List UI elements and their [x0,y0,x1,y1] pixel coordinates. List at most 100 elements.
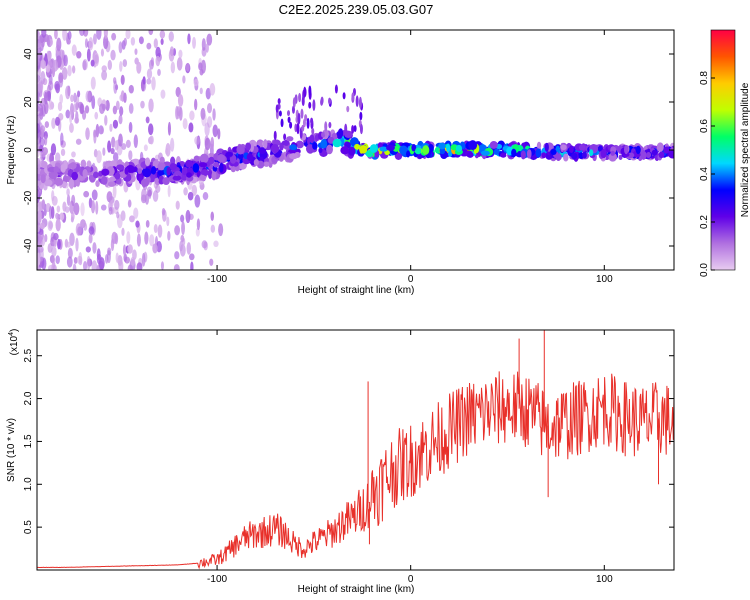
spectrogram-ridge-blob [338,128,344,138]
spectrogram-noise-blob [210,224,216,233]
spectrogram-ridge-blob [468,140,478,151]
spectrogram-noise-blob [85,246,91,253]
spectrogram-noise-blob [118,114,123,125]
spectrogram-noise-blob [193,78,199,87]
spectrogram-noise-blob [200,107,206,120]
spectrogram-ridge-blob [80,159,87,169]
spectrogram-arc-blob [292,97,296,108]
spectrogram-ridge-blob [193,155,200,162]
spectrogram-noise-blob [136,262,143,270]
spectrogram-noise-blob [201,38,206,51]
spectrogram-noise-blob [66,194,71,206]
spectrogram-ridge-blob [289,144,297,151]
spectrogram-noise-blob [51,246,57,257]
spectrogram-noise-blob [130,36,136,46]
spectrogram-noise-blob [63,54,68,67]
spectrogram-noise-blob [113,80,118,94]
spectrogram-ridge-blob [208,156,215,165]
spectrogram-noise-blob [153,224,158,234]
spectrogram-ridge-blob [544,142,549,152]
spectrogram-noise-blob [134,48,138,55]
spectrogram-ridge-blob [422,145,430,155]
spectrogram-ridge-blob [312,142,318,150]
colorbar-gradient [711,30,735,270]
spectrogram-noise-blob [71,65,76,74]
spectrogram-ridge-blob [43,179,53,187]
spectrogram-noise-blob [79,30,85,37]
spectrogram-noise-blob [72,263,77,270]
spectrogram-ridge-blob [466,151,474,158]
spectrogram-noise-blob [70,94,74,103]
spectrogram-noise-blob [181,221,185,236]
spectrogram-ridge-blob [116,164,125,171]
spectrogram-noise-blob [122,59,128,68]
spectrogram-arc-blob [296,122,300,135]
spectrogram-noise-blob [121,143,127,150]
spectrogram-ridge-blob [263,161,270,167]
spectrogram-noise-blob [118,41,123,54]
spectrogram-noise-blob [122,244,127,256]
spectrogram-arc-blob [344,123,348,135]
spectrogram-noise-blob [146,42,152,50]
spectrogram-noise-blob [194,194,201,208]
spectrogram-ridge-blob [286,136,294,142]
spectrogram-noise-blob [37,225,41,233]
snr-x-tick-label: 100 [596,574,613,585]
spectrogram-noise-blob [199,87,203,95]
spectrogram-ridge-blob [281,140,290,146]
spectrogram-arc-blob [310,117,314,125]
spectrogram-noise-blob [75,138,82,145]
spectrogram-noise-blob [56,205,61,213]
snr-y-tick-label: 1.0 [23,477,34,491]
spectrogram-arc-blob [328,121,332,129]
spectrogram-noise-blob [112,119,119,129]
spectrogram-ridge-blob [108,176,117,182]
spectrogram-ridge-blob [213,161,220,168]
spectrogram-noise-blob [90,59,95,67]
spectrogram-noise-blob [96,264,100,270]
spectrogram-noise-blob [118,133,123,147]
spectrogram-noise-blob [56,37,62,52]
spectrogram-noise-blob [119,106,124,116]
spectrogram-noise-blob [110,49,116,61]
spectrogram-ridge-blob [185,159,193,168]
spectrogram-noise-blob [179,240,183,252]
spectrogram-ridge-blob [321,131,326,138]
spectrogram-noise-blob [51,190,55,202]
spectrogram-ridge-blob [40,174,46,184]
spectrogram-ridge-blob [37,180,42,187]
spectrogram-noise-blob [196,218,201,231]
spectrogram-ridge-blob [140,178,150,187]
spectrogram-noise-blob [133,134,138,148]
spectrogram-x-tick-label: 0 [408,274,414,285]
spectrogram-noise-blob [148,98,154,113]
spectrogram-ridge-blob [181,167,188,176]
spectrogram-noise-blob [85,127,90,140]
spectrogram-noise-blob [129,215,135,223]
spectrogram-ridge-blob [493,148,500,155]
spectrogram-arc-blob [312,99,316,111]
spectrogram-noise-blob [57,238,61,250]
spectrogram-noise-blob [143,144,148,152]
spectrogram-noise-blob [135,220,140,228]
spectrogram-ridge-blob [618,154,623,160]
spectrogram-ridge-blob [107,181,116,187]
spectrogram-noise-blob [62,30,68,41]
spectrogram-ridge-blob [101,176,108,185]
spectrogram-ridge-blob [142,168,152,178]
spectrogram-noise-blob [169,46,174,57]
spectrogram-noise-blob [65,109,71,119]
spectrogram-noise-blob [66,188,70,196]
spectrogram-noise-blob [174,251,180,260]
spectrogram-noise-blob [71,44,77,56]
spectrogram-noise-blob [55,218,61,232]
spectrogram-noise-blob [217,128,221,140]
snr-panel: -100 0 100 0.5 1.0 1.5 2.0 2.5 Height of strai… [6,329,675,595]
spectrogram-ridge-blob [151,166,157,175]
spectrogram-noise-blob [123,37,127,47]
spectrogram-noise-blob [52,59,59,72]
snr-y-tick-label: 2.0 [23,391,34,405]
spectrogram-noise-blob [59,94,64,104]
spectrogram-noise-blob [39,137,45,147]
colorbar-frame [710,29,736,271]
